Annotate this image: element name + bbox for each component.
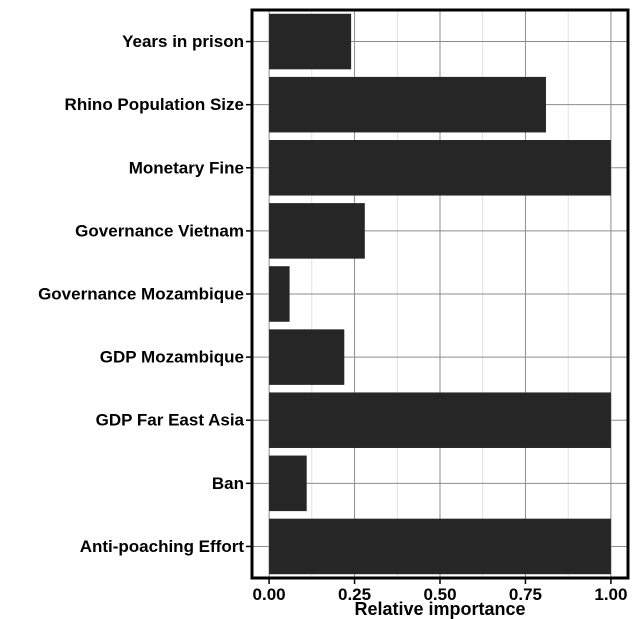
y-tick-label: Ban xyxy=(212,474,244,493)
y-tick-label: Governance Mozambique xyxy=(38,285,244,304)
y-tick-label: Rhino Population Size xyxy=(65,95,244,114)
y-tick-label: Years in prison xyxy=(122,32,244,51)
bar xyxy=(269,203,365,259)
y-axis-ticks: Years in prison Rhino Population Size Mone… xyxy=(38,32,252,556)
bar xyxy=(269,518,611,575)
x-tick-label: 0.00 xyxy=(253,585,286,604)
bars xyxy=(269,13,611,575)
bar xyxy=(269,455,307,512)
bar xyxy=(269,140,611,196)
bar xyxy=(269,76,546,133)
bar xyxy=(269,266,290,322)
bar xyxy=(269,329,345,385)
y-tick-label: Anti-poaching Effort xyxy=(80,537,245,556)
y-tick-label: GDP Mozambique xyxy=(100,348,244,367)
bar xyxy=(269,392,611,448)
x-tick-label: 0.50 xyxy=(423,585,456,604)
x-axis-title: Relative importance xyxy=(354,599,525,619)
y-tick-label: GDP Far East Asia xyxy=(96,411,245,430)
x-tick-label: 0.75 xyxy=(509,585,542,604)
bar xyxy=(269,13,352,70)
x-tick-label: 1.00 xyxy=(594,585,627,604)
y-tick-label: Monetary Fine xyxy=(129,158,244,177)
x-axis-ticks: 0.00 0.25 0.50 0.75 1.00 xyxy=(253,578,627,604)
x-tick-label: 0.25 xyxy=(338,585,371,604)
y-tick-label: Governance Vietnam xyxy=(75,221,244,240)
